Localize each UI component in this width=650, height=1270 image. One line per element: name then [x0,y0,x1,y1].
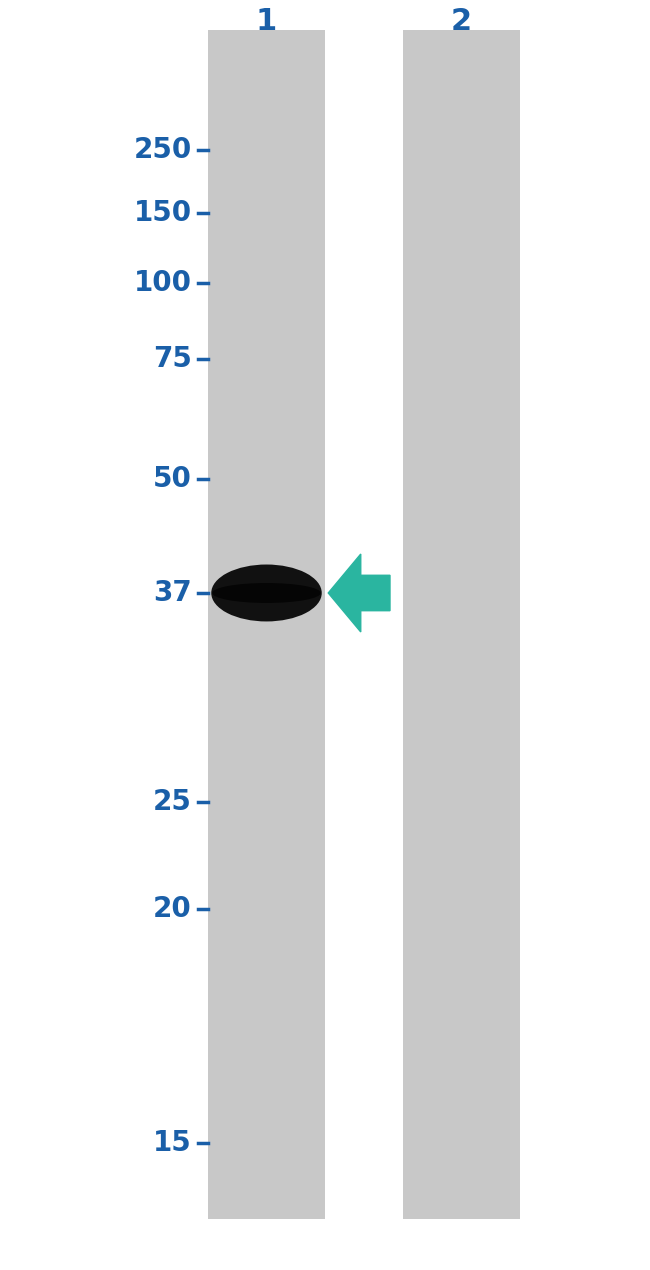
Bar [208,30,325,1219]
Text: 150: 150 [134,199,192,227]
Text: 50: 50 [153,465,192,493]
Bar [403,30,520,1219]
Ellipse shape [213,583,320,603]
Text: 37: 37 [153,579,192,607]
Text: 1: 1 [256,8,277,36]
Text: 15: 15 [153,1129,192,1157]
Text: 20: 20 [153,895,192,923]
Ellipse shape [211,564,322,621]
FancyArrow shape [328,554,390,632]
Text: 250: 250 [133,136,192,164]
Text: 2: 2 [451,8,472,36]
Text: 100: 100 [134,269,192,297]
Text: 25: 25 [153,787,192,815]
Text: 75: 75 [153,345,192,373]
